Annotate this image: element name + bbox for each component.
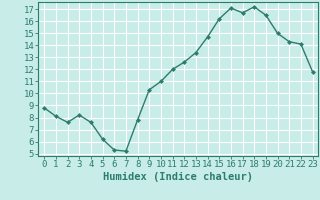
X-axis label: Humidex (Indice chaleur): Humidex (Indice chaleur) bbox=[103, 172, 253, 182]
